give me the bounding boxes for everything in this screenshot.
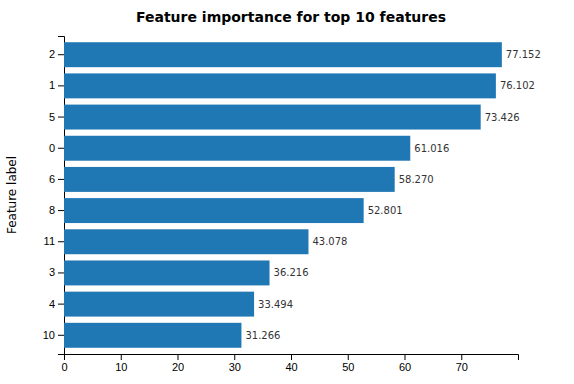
y-tick: 0: [49, 142, 64, 154]
x-tick: 20: [172, 354, 184, 373]
data-label: 31.266: [245, 330, 280, 341]
x-tick-label: 30: [229, 361, 241, 373]
y-axis-line: [58, 37, 65, 355]
bar: [64, 73, 496, 98]
data-label: 43.078: [312, 236, 347, 247]
y-tick-label: 10: [43, 329, 55, 341]
x-tick-mark: [405, 354, 406, 360]
data-label: 73.426: [485, 112, 520, 123]
x-tick: 30: [229, 354, 241, 373]
data-label: 61.016: [414, 143, 449, 154]
y-axis-title: Feature label: [5, 156, 19, 234]
x-tick: 0: [61, 354, 67, 373]
bar: [64, 105, 481, 130]
y-tick: 8: [49, 204, 64, 216]
y-tick-label: 8: [49, 204, 55, 216]
y-tick-mark: [58, 148, 64, 149]
x-tick-mark: [461, 354, 462, 360]
x-tick: 40: [285, 354, 297, 373]
y-tick-label: 5: [49, 111, 55, 123]
data-label: 76.102: [500, 80, 535, 91]
y-tick: 4: [49, 298, 64, 310]
y-tick: 1: [49, 79, 64, 91]
x-tick: 10: [115, 354, 127, 373]
y-tick-label: 3: [49, 266, 55, 278]
y-tick: 10: [43, 329, 64, 341]
x-tick-label: 20: [172, 361, 184, 373]
x-tick-label: 40: [285, 361, 297, 373]
y-tick: 2: [49, 48, 64, 60]
x-tick-label: 10: [115, 361, 127, 373]
x-tick-mark: [178, 354, 179, 360]
x-tick-mark: [121, 354, 122, 360]
y-tick-label: 1: [49, 79, 55, 91]
data-label: 33.494: [258, 299, 293, 310]
y-axis: 2 1 5 0 6 8 11 3 4 10: [43, 37, 65, 355]
bars: [64, 42, 502, 348]
y-tick-mark: [58, 272, 64, 273]
bar: [64, 198, 364, 223]
x-tick: 60: [399, 354, 411, 373]
data-label: 58.270: [399, 174, 434, 185]
data-labels: 77.152 76.102 73.426 61.016 58.270 52.801 43.0…: [245, 49, 540, 341]
data-label: 36.216: [274, 267, 309, 278]
y-tick-label: 6: [49, 173, 55, 185]
x-tick-label: 70: [456, 361, 468, 373]
y-tick-mark: [58, 179, 64, 180]
x-tick-label: 50: [342, 361, 354, 373]
y-tick: 11: [44, 235, 64, 247]
x-tick: 50: [342, 354, 354, 373]
y-tick-mark: [58, 335, 64, 336]
bar: [64, 42, 502, 67]
x-tick-mark: [291, 354, 292, 360]
y-tick: 3: [49, 266, 64, 278]
x-tick-label: 0: [61, 361, 67, 373]
bar: [64, 167, 395, 192]
y-tick-mark: [58, 85, 64, 86]
x-tick-label: 60: [399, 361, 411, 373]
bar: [64, 292, 254, 317]
y-tick-mark: [58, 241, 64, 242]
plot: 01020304050607021506811341077.15276.1027…: [43, 37, 541, 373]
y-tick-mark: [58, 210, 64, 211]
y-tick-mark: [58, 304, 64, 305]
y-tick-label: 2: [49, 48, 55, 60]
x-axis-line: [65, 355, 519, 361]
data-label: 52.801: [368, 205, 403, 216]
x-tick-mark: [348, 354, 349, 360]
chart: 01020304050607021506811341077.15276.1027…: [0, 0, 574, 384]
y-tick-label: 0: [49, 142, 55, 154]
y-tick: 6: [49, 173, 64, 185]
y-tick-mark: [58, 117, 64, 118]
bar: [64, 323, 241, 348]
bar: [64, 229, 308, 254]
bar: [64, 136, 410, 161]
x-tick-mark: [234, 354, 235, 360]
title: Feature importance for top 10 features: [136, 9, 446, 25]
y-tick-mark: [58, 54, 64, 55]
x-axis: 0 10 20 30 40 50 60 70: [61, 354, 518, 373]
y-tick: 5: [49, 111, 64, 123]
y-tick-label: 4: [49, 298, 55, 310]
bar: [64, 260, 270, 285]
data-label: 77.152: [506, 49, 541, 60]
y-tick-label: 11: [44, 235, 55, 247]
x-tick: 70: [456, 354, 468, 373]
